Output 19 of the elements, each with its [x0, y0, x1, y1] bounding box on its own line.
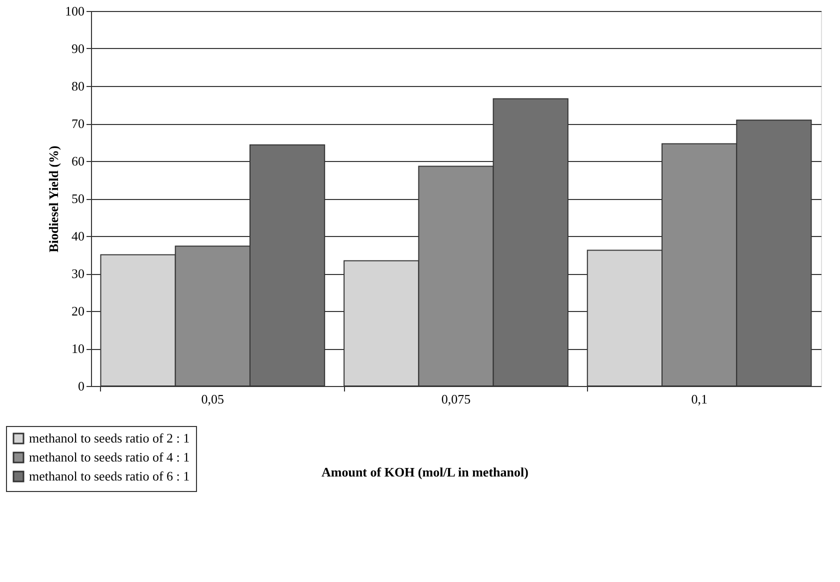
x-axis-title: Amount of KOH (mol/L in methanol) — [322, 464, 528, 480]
y-tick-label: 70 — [72, 116, 84, 131]
legend-label: methanol to seeds ratio of 4 : 1 — [29, 450, 190, 464]
y-tick-label: 10 — [72, 341, 84, 356]
y-tick-label: 20 — [72, 304, 84, 318]
y-tick-label: 0 — [78, 378, 84, 394]
y-tick-label: 40 — [72, 228, 84, 244]
y-tick-label: 100 — [65, 4, 84, 18]
y-tick-label: 80 — [72, 78, 84, 94]
legend-label: methanol to seeds ratio of 6 : 1 — [29, 468, 190, 484]
x-tick-label: 0,1 — [691, 392, 708, 406]
y-tick-label: 90 — [72, 41, 84, 56]
y-tick-label: 50 — [72, 191, 84, 206]
x-tick-label: 0,075 — [441, 392, 471, 406]
y-axis-title: Biodiesel Yield (%) — [46, 146, 61, 252]
x-tick-label: 0,05 — [201, 392, 224, 406]
y-tick-label: 30 — [72, 266, 84, 281]
legend-label: methanol to seeds ratio of 2 : 1 — [29, 430, 190, 446]
y-tick-label: 60 — [72, 154, 84, 168]
